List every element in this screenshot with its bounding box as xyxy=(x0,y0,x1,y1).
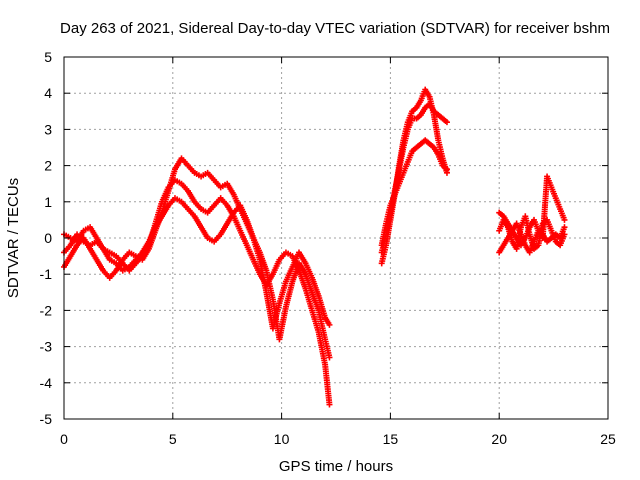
y-axis-label: SDTVAR / TECUs xyxy=(5,178,22,298)
y-tick-label: 1 xyxy=(44,194,52,210)
series-trace-i xyxy=(496,213,568,252)
y-tick-label: -2 xyxy=(40,302,53,318)
series-trace-c xyxy=(61,195,333,361)
x-axis-label: GPS time / hours xyxy=(279,458,393,475)
chart-title: Day 263 of 2021, Sidereal Day-to-day VTE… xyxy=(60,20,610,37)
x-tick-label: 0 xyxy=(60,431,68,447)
x-tick-label: 15 xyxy=(383,431,399,447)
grid-lines xyxy=(64,57,608,419)
data-point xyxy=(561,231,568,238)
y-tick-label: 0 xyxy=(44,230,52,246)
x-tick-label: 25 xyxy=(600,431,616,447)
y-tick-label: -1 xyxy=(40,266,53,282)
series-trace-e xyxy=(378,101,450,256)
y-tick-label: 4 xyxy=(44,85,52,101)
y-tick-labels: -5 -4 -3 -2 -1 0 1 2 3 4 5 xyxy=(40,49,53,427)
x-tick-labels: 0 5 10 15 20 25 xyxy=(60,431,616,447)
axis-ticks xyxy=(63,56,609,420)
data-point xyxy=(326,321,333,328)
data-point xyxy=(561,224,568,231)
x-tick-label: 10 xyxy=(274,431,290,447)
y-tick-label: -3 xyxy=(40,339,53,355)
y-tick-label: 2 xyxy=(44,158,52,174)
y-tick-label: 3 xyxy=(44,121,52,137)
y-tick-label: -5 xyxy=(40,411,53,427)
data-point xyxy=(326,401,333,408)
y-tick-label: -4 xyxy=(40,375,53,391)
x-tick-label: 5 xyxy=(169,431,177,447)
y-tick-label: 5 xyxy=(44,49,52,65)
data-point xyxy=(443,166,450,173)
data-point xyxy=(561,216,568,223)
data-point xyxy=(443,119,450,126)
series-trace-f xyxy=(378,137,450,249)
data-point xyxy=(326,354,333,361)
data-points xyxy=(61,86,568,408)
x-tick-label: 20 xyxy=(491,431,507,447)
